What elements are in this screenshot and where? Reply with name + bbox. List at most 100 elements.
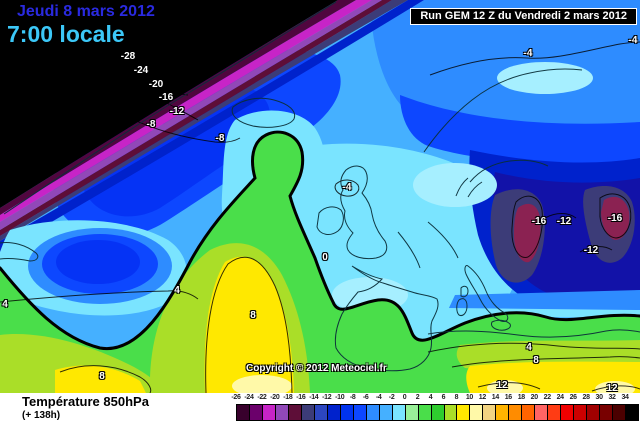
colorbar-tick: 12 <box>478 394 486 401</box>
colorbar-tick: 34 <box>621 394 629 401</box>
colorbar-tick: 32 <box>608 394 616 401</box>
temp-label: -4 <box>523 48 533 59</box>
colorbar-tick: 6 <box>441 394 446 401</box>
colorbar-block <box>613 404 627 421</box>
colorbar-tick: 2 <box>415 394 420 401</box>
temp-label: -24 <box>133 65 149 76</box>
colorbar-tick: 4 <box>428 394 433 401</box>
colorbar-block <box>522 404 536 421</box>
temp-label: -4 <box>342 182 352 193</box>
colorbar-tick: -14 <box>309 394 319 401</box>
colorbar-block <box>340 404 354 421</box>
colorbar-tick: -18 <box>283 394 293 401</box>
colorbar-tick: 26 <box>569 394 577 401</box>
coast-iceland <box>231 97 296 128</box>
colorbar-block <box>405 404 419 421</box>
time-text: 7:00 locale <box>7 21 125 47</box>
coast-ireland <box>316 206 344 235</box>
temp-label: 4 <box>2 299 8 310</box>
region-atlantic-trough <box>56 240 140 284</box>
temp-label: -12 <box>556 216 572 227</box>
map-fill-regions <box>0 0 640 397</box>
colorbar-block <box>366 404 380 421</box>
temp-label: 12 <box>496 380 508 391</box>
region-cold-core <box>601 196 630 240</box>
colorbar-block <box>457 404 471 421</box>
zero-degree-contour <box>0 130 640 351</box>
colorbar-tick: -4 <box>375 394 382 401</box>
temp-label: -12 <box>169 106 185 117</box>
temp-label: -8 <box>146 119 156 130</box>
colorbar-block <box>483 404 497 421</box>
temp-label: 0 <box>322 252 328 263</box>
temp-label: 8 <box>250 310 256 321</box>
colorbar-block <box>327 404 341 421</box>
colorbar-block <box>249 404 263 421</box>
region-warm-tongue <box>204 256 294 393</box>
colorbar-tick: 20 <box>530 394 538 401</box>
coast-iberia <box>334 265 439 372</box>
colorbar-tick: -2 <box>388 394 395 401</box>
colorbar-tick: -26 <box>231 394 241 401</box>
colorbar-tick: -6 <box>362 394 369 401</box>
forecast-hour: (+ 138h) <box>22 410 61 421</box>
coastlines <box>0 1 640 372</box>
model-run-info: Run GEM 12 Z du Vendredi 2 mars 2012 <box>410 8 637 25</box>
colorbar-block <box>301 404 315 421</box>
legend-bar: Température 850hPa (+ 138h) -26 -24 -22 -20… <box>0 393 640 427</box>
colorbar-block <box>237 404 250 421</box>
coast-north-africa <box>427 329 640 338</box>
coast-italy <box>464 265 509 322</box>
colorbar-tick: 28 <box>582 394 590 401</box>
colorbar-tick: -10 <box>335 394 345 401</box>
temp-label: 8 <box>533 355 539 366</box>
colorbar-tick: -20 <box>270 394 280 401</box>
colorbar-block <box>574 404 588 421</box>
colorbar-block <box>392 404 406 421</box>
colorbar-block <box>275 404 289 421</box>
temp-label: -4 <box>628 35 638 46</box>
temp-label: 12 <box>606 383 618 394</box>
coast-scandinavia <box>423 68 583 153</box>
temp-label: -16 <box>607 213 623 224</box>
colorbar-block <box>509 404 523 421</box>
colorbar-block <box>470 404 484 421</box>
colorbar-block <box>548 404 562 421</box>
parameter-title: Température 850hPa <box>22 394 149 409</box>
colorbar-tick: 0 <box>402 394 407 401</box>
colorbar-block <box>431 404 445 421</box>
colorbar-tick: -12 <box>322 394 332 401</box>
colorbar-tick: 16 <box>504 394 512 401</box>
colorbar-block <box>496 404 510 421</box>
temp-label: 4 <box>174 285 180 296</box>
colorbar-tick: -24 <box>244 394 254 401</box>
temp-label: -28 <box>120 51 136 62</box>
colorbar-block <box>626 404 640 421</box>
colorbar-block <box>288 404 302 421</box>
colorbar-block <box>418 404 432 421</box>
colorbar-tick: 14 <box>491 394 499 401</box>
colorbar-block <box>600 404 614 421</box>
date-text: Jeudi 8 mars 2012 <box>17 3 155 20</box>
temp-label: -8 <box>215 133 225 144</box>
coast-denmark <box>455 177 483 198</box>
thin-contours <box>0 41 640 394</box>
temp-label: -16 <box>158 92 174 103</box>
temperature-map-svg <box>0 0 640 397</box>
colorbar-block <box>379 404 393 421</box>
temp-label: -16 <box>531 216 547 227</box>
temp-label: -20 <box>148 79 164 90</box>
colorbar-tick: -22 <box>257 394 267 401</box>
colorbar-tick: 30 <box>595 394 603 401</box>
colorbar-block <box>353 404 367 421</box>
copyright-text: Copyright © 2012 Meteociel.fr <box>246 363 387 374</box>
colorbar-tick: 22 <box>543 394 551 401</box>
colorbar-tick: 8 <box>454 394 459 401</box>
coast-greenland <box>3 1 337 215</box>
colorbar-block <box>561 404 575 421</box>
colorbar-tick: 10 <box>465 394 473 401</box>
colorbar-blocks <box>236 404 640 421</box>
color-scale: -26 -24 -22 -20 -18 -16 -14 -12 -10 -8 -6 -4 -2 0 2 4 6 8… <box>231 393 640 427</box>
region-greenland-black <box>0 0 338 208</box>
